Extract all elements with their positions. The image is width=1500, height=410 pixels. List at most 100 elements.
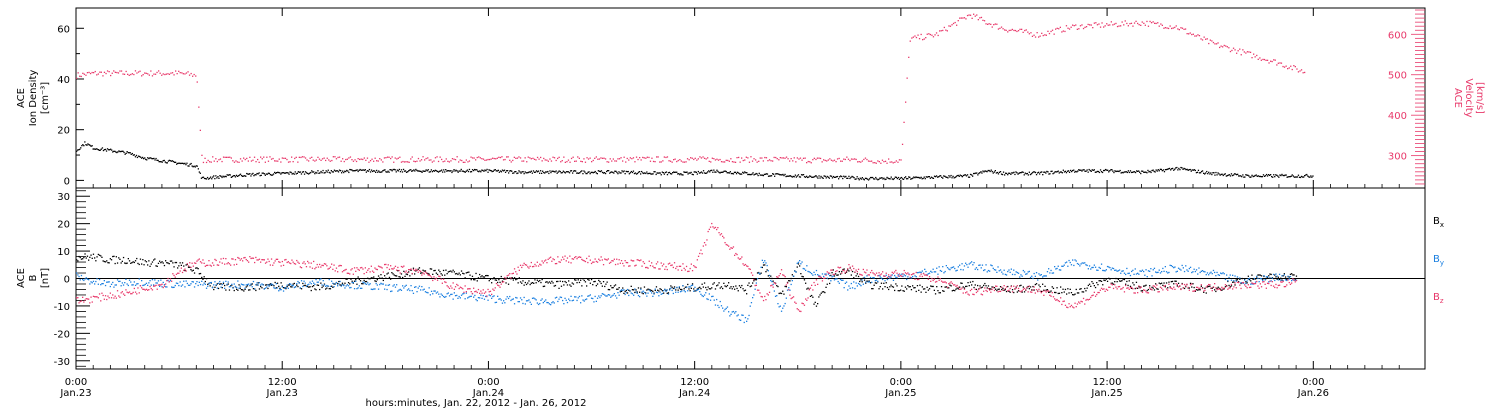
by-point — [530, 303, 532, 305]
velocity-point — [1089, 24, 1091, 26]
density-point — [1027, 174, 1029, 176]
bz-point — [550, 256, 552, 258]
by-point — [553, 302, 555, 304]
density-point — [1141, 170, 1143, 172]
density-point — [708, 170, 710, 172]
bz-point — [785, 284, 787, 286]
density-point — [477, 170, 479, 172]
velocity-point — [1081, 24, 1083, 26]
density-point — [290, 171, 292, 174]
density-point — [778, 173, 780, 175]
density-point — [969, 173, 972, 176]
density-point — [1307, 175, 1309, 177]
bz-point — [872, 272, 874, 274]
bz-point — [957, 286, 959, 288]
by-point — [978, 264, 980, 266]
by-point — [406, 289, 409, 291]
velocity-point — [615, 160, 618, 162]
density-point — [496, 170, 498, 172]
bz-point — [543, 260, 546, 262]
density-point — [1174, 168, 1176, 170]
bz-point — [264, 262, 267, 264]
bx-point — [554, 284, 557, 287]
bx-point — [1238, 281, 1240, 283]
bz-point — [1078, 301, 1080, 303]
bz-point — [296, 259, 298, 262]
density-point — [220, 175, 222, 177]
velocity-point — [1017, 30, 1020, 32]
bx-point — [1005, 290, 1008, 293]
by-point — [925, 270, 927, 273]
by-point — [682, 285, 684, 287]
bz-point — [83, 301, 85, 303]
bx-point — [130, 262, 132, 264]
bz-point — [934, 281, 937, 283]
bz-point — [1050, 295, 1052, 297]
density-point — [1281, 173, 1283, 176]
bx-point — [783, 293, 785, 295]
by-point — [743, 321, 745, 324]
bz-point — [483, 292, 486, 294]
bx-point — [474, 279, 476, 281]
velocity-point — [300, 156, 302, 159]
by-point — [519, 297, 522, 299]
bx-point — [968, 285, 970, 287]
velocity-point — [813, 157, 815, 159]
by-point — [304, 282, 306, 284]
velocity-point — [1276, 64, 1278, 66]
bz-point — [878, 272, 880, 274]
bz-point — [1048, 290, 1050, 292]
bz-point — [240, 258, 243, 260]
bz-point — [1074, 302, 1076, 304]
bx-point — [76, 259, 78, 261]
by-point — [1169, 264, 1171, 266]
density-point — [509, 170, 511, 172]
velocity-point — [1022, 31, 1024, 33]
by-point — [599, 296, 601, 299]
by-point — [673, 287, 676, 290]
by-point — [467, 297, 469, 299]
bz-point — [577, 256, 579, 258]
density-point — [197, 168, 199, 170]
density-point — [852, 176, 854, 178]
velocity-point — [150, 70, 152, 72]
density-point — [292, 172, 294, 175]
by-point — [606, 295, 608, 297]
by-point — [806, 265, 808, 267]
by-point — [669, 289, 671, 291]
by-point — [873, 277, 875, 279]
density-point — [717, 170, 719, 173]
by-point — [1084, 262, 1086, 264]
by-point — [79, 279, 81, 281]
bz-point — [683, 267, 685, 269]
bz-point — [308, 262, 310, 264]
density-point — [942, 177, 944, 179]
velocity-point — [79, 75, 81, 77]
bz-point — [884, 275, 886, 277]
by-point — [433, 290, 435, 292]
density-point — [453, 169, 455, 171]
density-point — [1297, 174, 1300, 176]
by-point — [1048, 268, 1050, 270]
density-point — [104, 148, 107, 151]
bz-point — [535, 265, 537, 267]
density-point — [819, 177, 821, 179]
velocity-point — [170, 72, 172, 74]
by-point — [1043, 275, 1045, 277]
bx-point — [268, 284, 270, 286]
bx-point — [119, 258, 121, 260]
bx-point — [1096, 282, 1098, 284]
by-point — [789, 289, 791, 291]
bx-point — [1078, 292, 1080, 294]
bx-point — [975, 288, 978, 291]
bx-point — [399, 276, 401, 278]
by-point — [450, 293, 452, 296]
bx-point — [528, 280, 530, 282]
density-point — [568, 172, 571, 174]
by-point — [735, 311, 737, 313]
density-point — [596, 173, 598, 175]
density-point — [344, 170, 346, 172]
velocity-point — [519, 157, 522, 159]
density-point — [628, 173, 630, 175]
bz-point — [714, 226, 717, 229]
